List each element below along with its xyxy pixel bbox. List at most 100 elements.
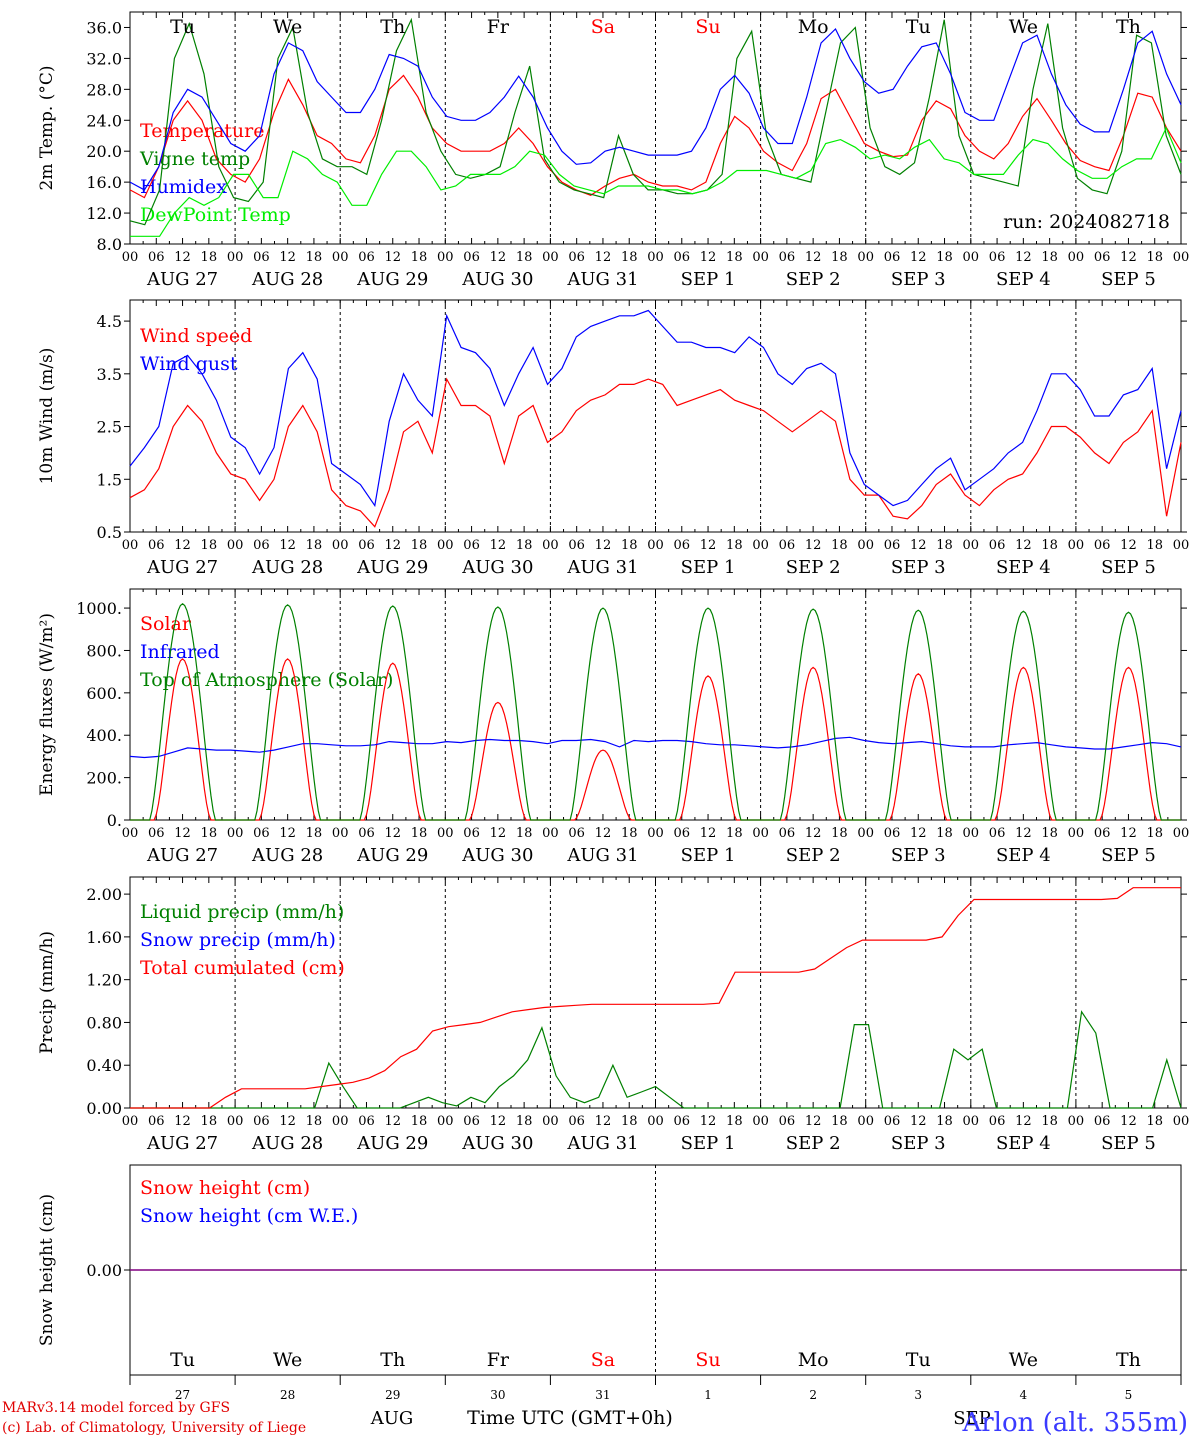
y-tick-label: 4.5: [97, 312, 122, 331]
y-tick-label: 12.0: [86, 204, 122, 223]
weekday-label: We: [273, 1349, 302, 1371]
x-date-label: SEP 5: [1101, 1133, 1156, 1154]
x-date-label: SEP 1: [681, 845, 736, 866]
x-hour-label: 06: [358, 538, 375, 553]
x-date-label: AUG 28: [251, 1133, 323, 1154]
x-hour-label: 06: [568, 1114, 585, 1129]
x-hour-label: 18: [621, 250, 638, 265]
x-hour-label: 06: [358, 1114, 375, 1129]
x-hour-label: 12: [700, 538, 717, 553]
x-hour-label: 00: [647, 538, 664, 553]
x-hour-label: 00: [437, 538, 454, 553]
x-hour-label: 12: [174, 250, 191, 265]
x-hour-label: 00: [227, 250, 244, 265]
weekday-label: Fr: [487, 16, 510, 38]
x-hour-label: 00: [857, 1114, 874, 1129]
x-hour-label: 18: [831, 250, 848, 265]
x-date-label: SEP 1: [681, 557, 736, 578]
x-hour-label: 18: [936, 250, 953, 265]
x-hour-label: 12: [700, 826, 717, 841]
x-hour-label: 00: [332, 250, 349, 265]
x-hour-label: 00: [647, 826, 664, 841]
x-hour-label: 00: [437, 250, 454, 265]
x-hour-label: 06: [989, 250, 1006, 265]
x-hour-label: 18: [831, 1114, 848, 1129]
x-hour-label: 06: [1094, 538, 1111, 553]
x-hour-label: 00: [963, 250, 980, 265]
x-hour-label: 18: [1146, 826, 1163, 841]
y-tick-label: 0.00: [86, 1261, 122, 1280]
month-label: SEP: [953, 1408, 991, 1429]
y-tick-label: 0.40: [86, 1056, 122, 1075]
weekday-label: Th: [1116, 1349, 1141, 1371]
y-axis-label: 2m Temp. (°C): [37, 65, 57, 190]
x-hour-label: 06: [1094, 1114, 1111, 1129]
y-axis-label: Snow height (cm): [37, 1194, 57, 1346]
x-hour-label: 12: [805, 1114, 822, 1129]
legend-entry: Liquid precip (mm/h): [140, 901, 344, 923]
x-date-label: SEP 5: [1101, 269, 1156, 290]
x-date-label: SEP 3: [891, 1133, 946, 1154]
x-hour-label: 00: [752, 826, 769, 841]
bottom-day-number: 2: [809, 1388, 817, 1402]
x-hour-label: 12: [700, 1114, 717, 1129]
x-hour-label: 12: [1120, 1114, 1137, 1129]
x-hour-label: 18: [306, 250, 323, 265]
x-date-label: AUG 29: [356, 557, 428, 578]
x-hour-label: 18: [411, 538, 428, 553]
weekday-label: Sa: [591, 16, 615, 38]
x-hour-label: 18: [1041, 826, 1058, 841]
x-hour-label: 00: [1173, 826, 1190, 841]
series-line-humidex: [129, 27, 1182, 191]
x-hour-label: 00: [1173, 250, 1190, 265]
y-tick-label: 20.0: [86, 142, 122, 161]
y-tick-label: 16.0: [86, 173, 122, 192]
x-hour-label: 06: [1094, 826, 1111, 841]
x-date-label: SEP 3: [891, 845, 946, 866]
x-hour-label: 12: [805, 538, 822, 553]
x-hour-label: 00: [857, 826, 874, 841]
x-date-label: SEP 4: [996, 1133, 1051, 1154]
x-hour-label: 18: [726, 250, 743, 265]
footer-lab-credit: (c) Lab. of Climatology, University of L…: [2, 1420, 307, 1436]
series-line-dewpoint-temp: [130, 126, 1182, 237]
x-hour-label: 06: [253, 826, 270, 841]
legend-entry: Snow height (cm W.E.): [140, 1205, 358, 1227]
weekday-label: Tu: [906, 1349, 931, 1371]
month-label: AUG: [370, 1408, 414, 1429]
x-hour-label: 00: [647, 250, 664, 265]
bottom-day-number: 5: [1125, 1388, 1133, 1402]
x-hour-label: 00: [332, 538, 349, 553]
x-date-label: SEP 1: [681, 269, 736, 290]
x-hour-label: 06: [779, 826, 796, 841]
y-axis-label: Precip (mm/h): [37, 931, 57, 1054]
series-line-liquid-precip-mm-h-: [130, 1010, 1182, 1109]
y-tick-label: 1000.: [76, 599, 122, 618]
weekday-label: Tu: [170, 16, 195, 38]
x-hour-label: 00: [122, 538, 139, 553]
y-tick-label: 0.: [107, 811, 122, 830]
x-hour-label: 12: [490, 1114, 507, 1129]
bottom-day-number: 1: [704, 1388, 712, 1402]
x-hour-label: 12: [279, 250, 296, 265]
x-hour-label: 18: [411, 1114, 428, 1129]
x-date-label: AUG 27: [146, 1133, 218, 1154]
bottom-day-number: 29: [385, 1388, 400, 1402]
x-hour-label: 06: [253, 538, 270, 553]
weekday-label: Tu: [906, 16, 931, 38]
x-hour-label: 18: [1146, 538, 1163, 553]
x-hour-label: 18: [201, 826, 218, 841]
x-hour-label: 12: [1015, 250, 1032, 265]
y-tick-label: 800.: [86, 641, 122, 660]
x-hour-label: 00: [542, 538, 559, 553]
x-date-label: SEP 3: [891, 557, 946, 578]
x-hour-label: 18: [1041, 250, 1058, 265]
y-tick-label: 600.: [86, 684, 122, 703]
x-hour-label: 12: [595, 1114, 612, 1129]
x-date-label: AUG 31: [566, 845, 638, 866]
y-tick-label: 1.20: [86, 971, 122, 990]
x-hour-label: 06: [358, 250, 375, 265]
x-hour-label: 06: [148, 250, 165, 265]
y-tick-label: 200.: [86, 769, 122, 788]
x-hour-label: 18: [936, 1114, 953, 1129]
